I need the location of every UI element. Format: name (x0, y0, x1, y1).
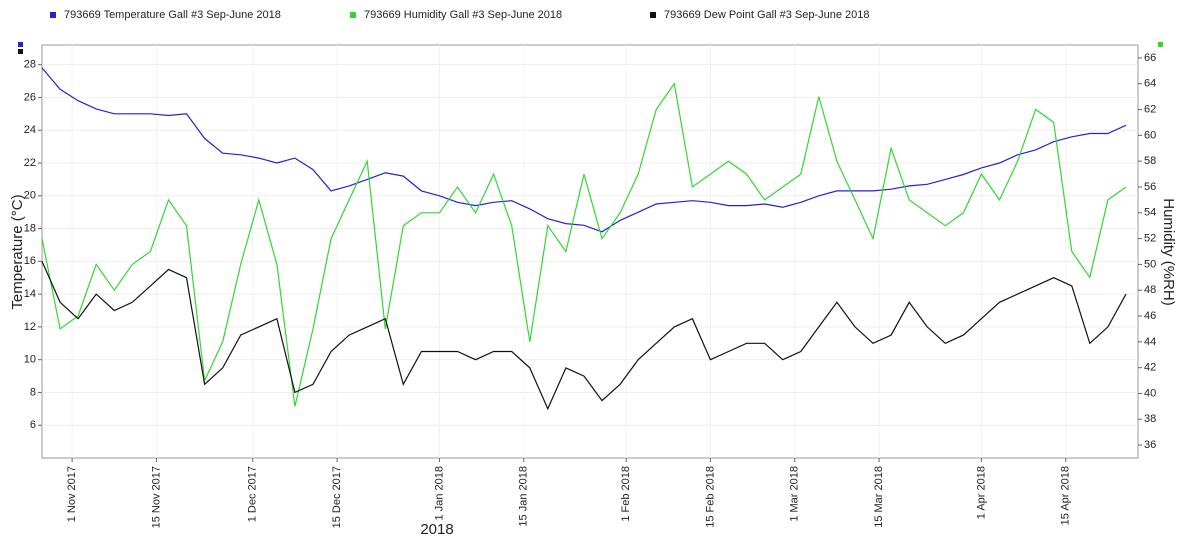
plot-frame (41, 44, 1139, 459)
y2-tick-label: 50 (1144, 258, 1156, 270)
axis-marker (1158, 42, 1163, 47)
x-tick-label: 1 Jan 2018 (433, 466, 445, 520)
x-tick-label: 1 Nov 2017 (66, 466, 78, 522)
legend-swatch (350, 12, 356, 18)
x-tick-label: 15 Jan 2018 (518, 466, 530, 527)
y-tick-label: 14 (24, 288, 36, 300)
axis-marker (18, 42, 23, 47)
x-tick-label: 1 Mar 2018 (789, 466, 801, 522)
y2-tick-label: 66 (1144, 52, 1156, 64)
x-axis-title: 2018 (420, 521, 453, 538)
y2-tick-label: 48 (1144, 284, 1156, 296)
x-tick-label: 1 Apr 2018 (975, 466, 987, 519)
data-line (41, 67, 1127, 233)
y2-tick-label: 36 (1144, 439, 1156, 451)
y2-tick-label: 58 (1144, 155, 1156, 167)
y-tick-label: 26 (24, 91, 36, 103)
x-tick-label: 1 Dec 2017 (247, 466, 259, 522)
x-tick-label: 15 Apr 2018 (1060, 466, 1072, 525)
y2-tick-label: 46 (1144, 310, 1156, 322)
y2-tick-label: 54 (1144, 207, 1156, 219)
y2-axis-title: Humidity (%RH) (1160, 198, 1177, 306)
y-tick-label: 8 (30, 386, 36, 398)
y2-tick-label: 42 (1144, 362, 1156, 374)
data-line (41, 261, 1127, 411)
y-tick-label: 24 (24, 124, 36, 136)
x-tick-label: 15 Mar 2018 (873, 466, 885, 528)
x-tick-label: 15 Feb 2018 (704, 466, 716, 528)
y-tick-label: 20 (24, 190, 36, 202)
y-tick-label: 16 (24, 255, 36, 267)
y2-tick-label: 64 (1144, 78, 1156, 90)
y2-tick-label: 38 (1144, 413, 1156, 425)
y-axis-title: Temperature (°C) (9, 194, 26, 309)
y2-tick-label: 40 (1144, 387, 1156, 399)
y2-tick-label: 62 (1144, 103, 1156, 115)
legend-swatch (50, 12, 56, 18)
y2-tick-label: 56 (1144, 181, 1156, 193)
y2-tick-label: 52 (1144, 233, 1156, 245)
legend-swatch (650, 12, 656, 18)
y-tick-label: 22 (24, 157, 36, 169)
y2-tick-label: 60 (1144, 129, 1156, 141)
data-line (41, 82, 1127, 407)
y-tick-label: 10 (24, 354, 36, 366)
y-tick-label: 12 (24, 321, 36, 333)
y-tick-label: 6 (30, 419, 36, 431)
x-tick-label: 15 Nov 2017 (150, 466, 162, 528)
y2-tick-label: 44 (1144, 336, 1156, 348)
axis-marker (18, 49, 23, 54)
x-tick-label: 1 Feb 2018 (620, 466, 632, 522)
legend-text: 793669 Humidity Gall #3 Sep-June 2018 (364, 9, 562, 21)
y-tick-label: 18 (24, 222, 36, 234)
legend-text: 793669 Temperature Gall #3 Sep-June 2018 (64, 9, 281, 21)
legend-text: 793669 Dew Point Gall #3 Sep-June 2018 (664, 9, 869, 21)
y-tick-label: 28 (24, 59, 36, 71)
x-tick-label: 15 Dec 2017 (331, 466, 343, 528)
